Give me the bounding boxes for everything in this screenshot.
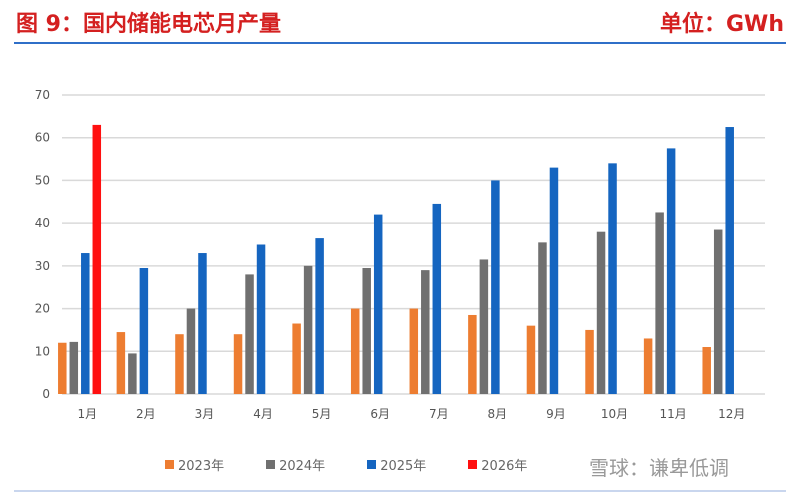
x-tick-label: 2月 [136, 407, 156, 421]
legend-label: 2024年 [279, 459, 326, 474]
x-tick-label: 3月 [195, 407, 215, 421]
bar-2023-3 [175, 334, 184, 394]
y-tick-label: 70 [35, 88, 50, 102]
footer-divider [14, 490, 786, 492]
bar-2025-10 [608, 163, 617, 394]
bar-2024-11 [655, 212, 664, 394]
y-tick-label: 50 [35, 173, 50, 187]
bar-2023-10 [585, 329, 594, 394]
bar-2023-6 [350, 308, 360, 394]
bar-2025-12 [725, 127, 734, 395]
unit-label: 单位：GWh [660, 12, 784, 37]
bar-2025-6 [373, 214, 383, 394]
legend-label: 2026年 [481, 459, 528, 474]
y-tick-label: 10 [35, 344, 50, 358]
bar-2025-4 [256, 244, 266, 394]
bar-2025-1 [81, 253, 90, 394]
bar-2025-5 [315, 238, 324, 394]
x-tick-label: 5月 [312, 407, 332, 421]
x-tick-label: 1月 [77, 407, 97, 421]
y-tick-label: 20 [35, 302, 50, 316]
x-tick-label: 7月 [429, 407, 449, 421]
x-tick-label: 12月 [718, 407, 745, 421]
x-tick-label: 10月 [601, 407, 628, 421]
legend-item-2023: 2023年 [165, 455, 224, 474]
y-tick-label: 0 [42, 387, 50, 401]
bar-2024-9 [538, 242, 547, 394]
bar-2023-8 [468, 314, 477, 394]
bar-2024-7 [421, 270, 430, 394]
bar-2023-7 [409, 308, 419, 394]
x-tick-label: 8月 [488, 407, 508, 421]
y-tick-label: 60 [35, 131, 50, 145]
bar-2025-8 [491, 180, 500, 394]
legend-swatch [266, 460, 276, 469]
legend-item-2025: 2025年 [367, 455, 426, 474]
bar-2024-5 [303, 265, 313, 394]
x-tick-label: 4月 [253, 407, 273, 421]
x-tick-label: 9月 [546, 407, 566, 421]
bar-2024-2 [128, 353, 137, 394]
bar-2024-1 [69, 341, 79, 394]
legend-label: 2025年 [380, 459, 427, 474]
bar-2024-6 [362, 267, 371, 394]
legend: 2023年 2024年 2025年 2026年 [165, 455, 527, 474]
bar-2023-9 [526, 325, 536, 394]
bar-2024-3 [186, 308, 196, 394]
bar-2024-4 [245, 274, 254, 394]
bar-2023-2 [116, 332, 126, 394]
bar-2026-1 [92, 124, 102, 395]
bar-2025-7 [432, 203, 442, 394]
bar-2024-8 [479, 259, 489, 394]
bar-2023-1 [58, 342, 67, 394]
x-tick-label: 6月 [370, 407, 390, 421]
bar-2025-2 [139, 267, 149, 394]
bar-2023-12 [702, 347, 711, 394]
bar-2023-4 [233, 334, 243, 394]
legend-item-2024: 2024年 [266, 455, 325, 474]
header-divider [14, 42, 786, 44]
bar-2024-10 [596, 231, 606, 394]
bar-2025-11 [666, 148, 676, 394]
legend-swatch [468, 460, 478, 469]
y-tick-label: 30 [35, 259, 50, 273]
watermark: 雪球：谦卑低调 [585, 452, 733, 481]
x-tick-label: 11月 [659, 407, 686, 421]
bar-2025-9 [549, 167, 559, 394]
legend-item-2026: 2026年 [468, 455, 527, 474]
legend-swatch [367, 460, 377, 469]
legend-swatch [165, 460, 174, 469]
y-tick-label: 40 [35, 216, 50, 230]
legend-label: 2023年 [178, 459, 225, 474]
bar-2024-12 [713, 229, 723, 394]
bar-2023-5 [292, 323, 301, 394]
chart-title: 图 9：国内储能电芯月产量 [16, 12, 281, 37]
bar-2023-11 [643, 338, 653, 394]
bar-2025-3 [198, 253, 207, 394]
